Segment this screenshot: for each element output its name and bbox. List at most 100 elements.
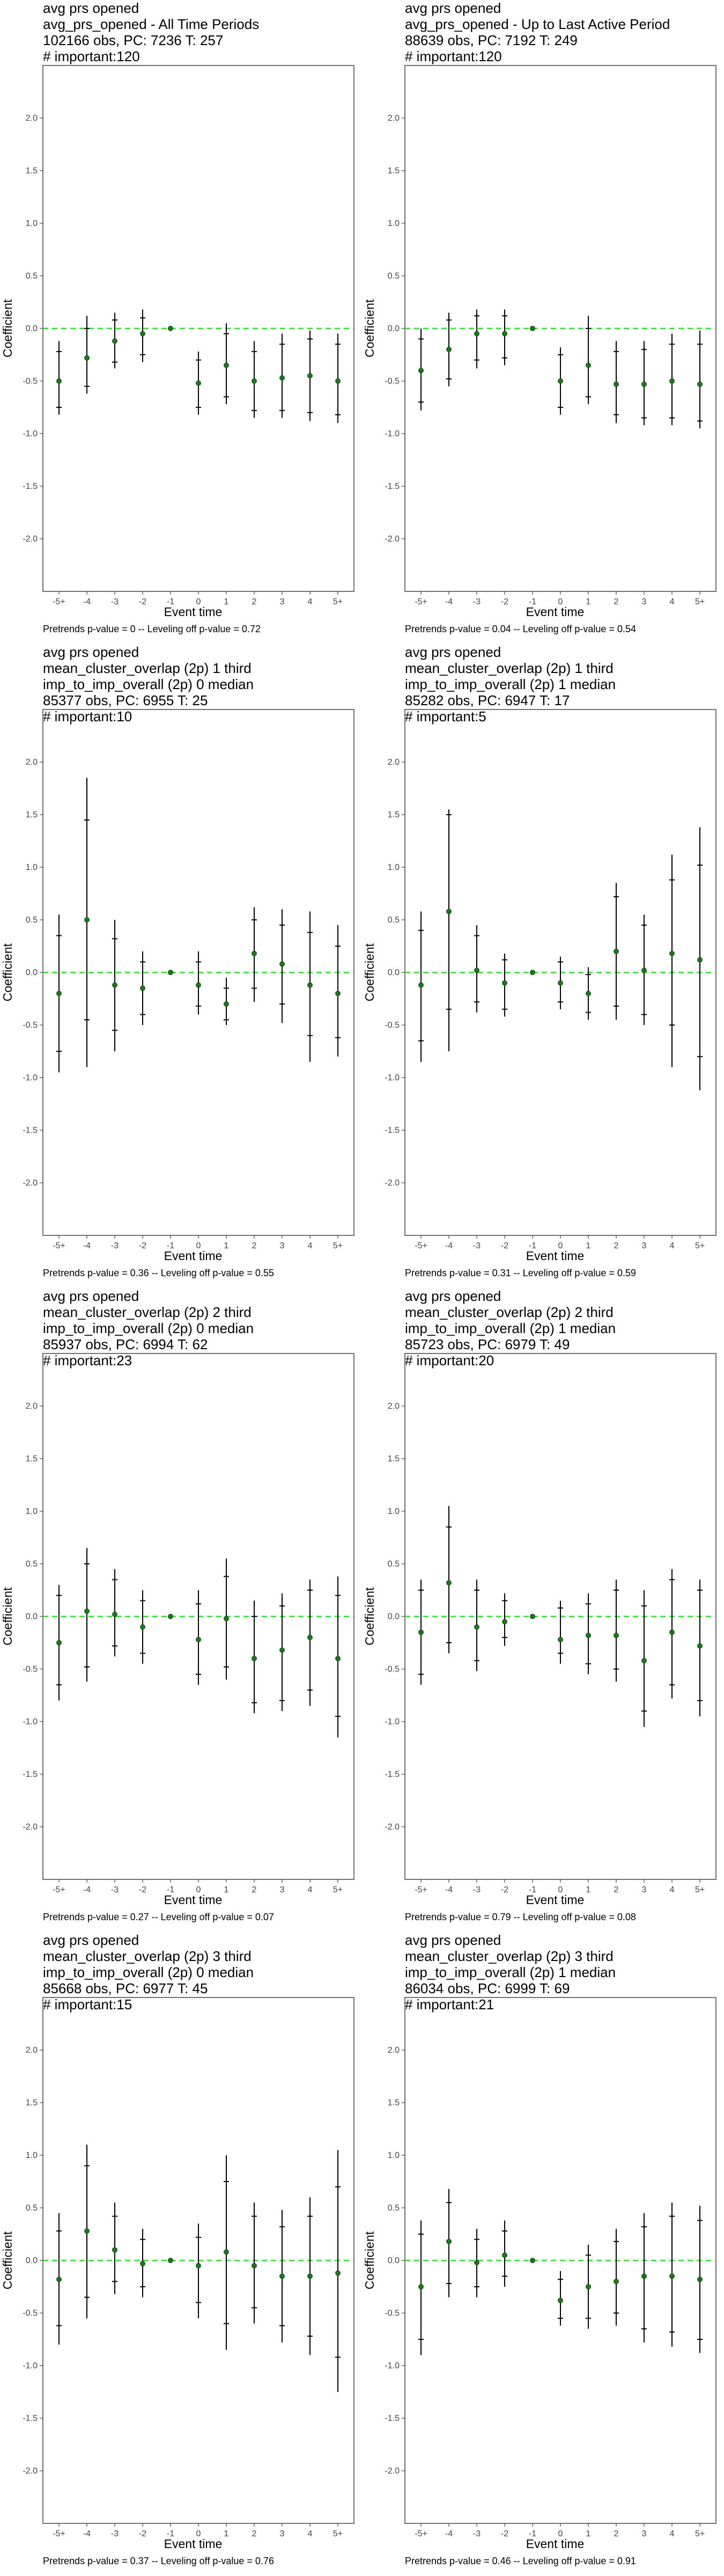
- estimate-point: [418, 368, 424, 374]
- chart-panel-5: avg prs opened mean_cluster_overlap (2p) …: [0, 1288, 362, 1932]
- estimate-point: [224, 2249, 229, 2255]
- chart-title-line: 88639 obs, PC: 7192 T: 249: [405, 32, 578, 48]
- pvalue-caption: Pretrends p-value = 0.79 -- Leveling off…: [405, 1912, 636, 1922]
- chart-title-line: mean_cluster_overlap (2p) 3 third: [43, 1948, 252, 1964]
- estimate-point: [474, 1624, 479, 1630]
- y-tick-label: -1.0: [23, 2361, 38, 2370]
- estimate-point: [279, 2273, 285, 2279]
- x-tick-label: -1: [529, 2529, 536, 2538]
- chart-title: avg prs opened mean_cluster_overlap (2p) …: [43, 644, 254, 724]
- estimate-point: [474, 331, 479, 336]
- estimate-point: [641, 2273, 647, 2279]
- estimate-point: [446, 909, 452, 914]
- chart-title-line: avg_prs_opened - All Time Periods: [43, 16, 260, 32]
- y-tick-label: 2.0: [26, 1402, 38, 1411]
- chart-title: avg prs opened avg_prs_opened - All Time …: [43, 0, 259, 64]
- x-tick-label: 2: [252, 2529, 257, 2538]
- x-tick-label: -5+: [53, 1885, 65, 1894]
- y-tick-label: -1.0: [385, 1073, 400, 1082]
- x-tick-label: 4: [670, 2529, 675, 2538]
- chart-panel-8: avg prs opened mean_cluster_overlap (2p) …: [362, 1932, 724, 2576]
- x-tick-label: 5+: [695, 1885, 705, 1894]
- estimate-point: [112, 2247, 117, 2253]
- estimate-point: [196, 1637, 201, 1643]
- x-tick-label: 3: [280, 597, 285, 606]
- y-tick-label: -0.5: [23, 1665, 38, 1674]
- x-tick-label: -2: [501, 597, 508, 606]
- x-tick-label: -3: [473, 1241, 481, 1250]
- estimate-point: [530, 970, 535, 975]
- chart-title: avg prs opened mean_cluster_overlap (2p) …: [405, 1288, 616, 1368]
- x-tick-label: -1: [529, 597, 536, 606]
- chart-title-line: avg_prs_opened - Up to Last Active Perio…: [405, 16, 670, 32]
- estimate-point: [558, 1637, 563, 1643]
- estimate-point: [697, 2277, 703, 2282]
- x-tick-label: 5+: [695, 597, 705, 606]
- estimate-point: [307, 982, 313, 988]
- x-tick-label: -5+: [415, 1885, 427, 1894]
- y-tick-label: 1.5: [26, 1454, 38, 1463]
- estimate-point: [335, 1656, 341, 1662]
- x-tick-label: -2: [139, 2529, 146, 2538]
- x-tick-label: 3: [642, 597, 647, 606]
- estimate-point: [446, 1580, 452, 1586]
- chart-plot: 2.0 1.5 1.0 0.5 0.0 -0.5 -1.0 -1.5 -2.0 -5+ -4 -3 -2…: [1, 1353, 354, 1907]
- y-tick-label: 1.5: [388, 1454, 400, 1463]
- y-axis-title: Coefficient: [1, 1587, 14, 1645]
- estimate-point: [669, 1629, 675, 1635]
- x-tick-label: 2: [614, 1241, 619, 1250]
- y-tick-label: -1.0: [385, 1717, 400, 1726]
- chart-title: avg prs opened avg_prs_opened - Up to Las…: [405, 0, 670, 64]
- chart-title-line: imp_to_imp_overall (2p) 1 median: [405, 1964, 616, 1980]
- pvalue-caption: Pretrends p-value = 0.36 -- Leveling off…: [43, 1268, 274, 1278]
- y-tick-label: -2.0: [385, 1823, 400, 1832]
- x-tick-label: -3: [111, 597, 119, 606]
- x-tick-label: 5+: [333, 1885, 343, 1894]
- y-tick-label: 0.0: [26, 2256, 38, 2265]
- chart-title-line: 102166 obs, PC: 7236 T: 257: [43, 32, 224, 48]
- chart-plot: 2.0 1.5 1.0 0.5 0.0 -0.5 -1.0 -1.5 -2.0 -5+ -4 -3 -2…: [363, 1353, 716, 1907]
- estimate-point: [669, 378, 675, 384]
- x-tick-label: -2: [139, 1885, 146, 1894]
- y-tick-label: -2.0: [23, 535, 38, 544]
- pvalue-caption: Pretrends p-value = 0.27 -- Leveling off…: [43, 1912, 274, 1922]
- chart-title-line: # important:10: [43, 708, 132, 724]
- x-tick-label: -4: [83, 1241, 91, 1250]
- y-tick-label: 1.0: [26, 219, 38, 228]
- y-tick-label: 1.0: [388, 2151, 400, 2160]
- chart-plot: 2.0 1.5 1.0 0.5 0.0 -0.5 -1.0 -1.5 -2.0 -5+ -4 -3 -2…: [363, 65, 716, 619]
- estimate-point: [196, 982, 201, 988]
- x-tick-label: 5+: [695, 2529, 705, 2538]
- pvalue-caption: Pretrends p-value = 0.04 -- Leveling off…: [405, 624, 636, 634]
- chart-title: avg prs opened mean_cluster_overlap (2p) …: [43, 1288, 254, 1368]
- chart-title-line: imp_to_imp_overall (2p) 1 median: [405, 676, 616, 692]
- x-tick-label: 5+: [333, 2529, 343, 2538]
- estimate-point: [614, 2279, 619, 2285]
- y-tick-label: 0.0: [388, 968, 400, 977]
- y-tick-label: 1.0: [26, 863, 38, 872]
- estimate-point: [196, 380, 201, 386]
- y-tick-label: -0.5: [23, 2309, 38, 2318]
- y-tick-label: 0.0: [388, 2256, 400, 2265]
- x-tick-label: -2: [139, 1241, 146, 1250]
- estimate-point: [196, 2263, 201, 2268]
- chart-title-line: imp_to_imp_overall (2p) 0 median: [43, 1964, 254, 1980]
- chart-panel-7: avg prs opened mean_cluster_overlap (2p) …: [0, 1932, 362, 2576]
- chart-title-line: # important:5: [405, 708, 486, 724]
- x-tick-label: -2: [501, 1885, 508, 1894]
- chart-title-line: avg prs opened: [43, 1288, 139, 1304]
- estimate-point: [224, 1001, 229, 1007]
- y-tick-label: 1.5: [388, 810, 400, 819]
- estimate-point: [168, 326, 173, 331]
- y-tick-label: 0.5: [26, 1560, 38, 1569]
- x-tick-label: -4: [445, 1241, 453, 1250]
- x-tick-label: -5+: [415, 597, 427, 606]
- x-tick-label: 0: [196, 1885, 201, 1894]
- estimate-point: [530, 326, 535, 331]
- y-tick-label: 2.0: [388, 2046, 400, 2055]
- y-tick-label: 0.5: [26, 272, 38, 281]
- y-tick-label: -0.5: [23, 377, 38, 386]
- y-tick-label: 2.0: [26, 758, 38, 767]
- y-tick-label: -2.0: [385, 1179, 400, 1188]
- y-tick-label: -1.5: [385, 1770, 400, 1779]
